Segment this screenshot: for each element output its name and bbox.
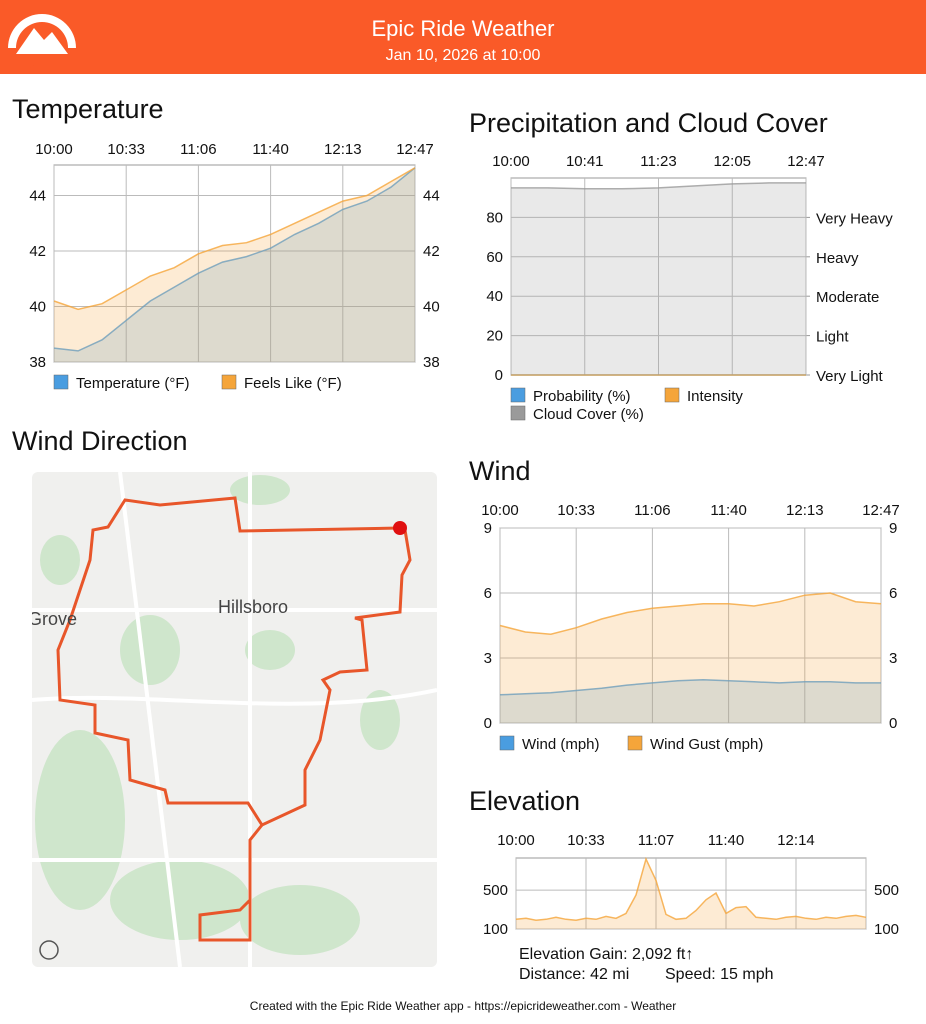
- series-line: [53, 167, 416, 311]
- x-tick-label: 10:33: [107, 141, 145, 158]
- y-tick-label: 6: [889, 585, 897, 602]
- y-tick-label: 80: [486, 209, 503, 226]
- legend-label: Wind (mph): [522, 736, 600, 753]
- area-fill: [511, 182, 806, 375]
- legend-label: Temperature (°F): [76, 375, 190, 392]
- logo: [8, 14, 76, 74]
- header-bar: [0, 0, 926, 74]
- area-fill: [54, 167, 415, 362]
- x-tick-label: 11:40: [252, 141, 288, 158]
- x-tick-label: 12:47: [787, 153, 825, 170]
- x-tick-label: 10:00: [492, 153, 530, 170]
- y-tick-label: 38: [29, 354, 46, 371]
- y-tick-label: 38: [423, 354, 440, 371]
- series-line: [499, 592, 882, 635]
- elevation-gain: Elevation Gain: 2,092 ft↑: [519, 946, 693, 963]
- series-line: [53, 167, 416, 352]
- x-tick-label: 10:33: [567, 832, 605, 849]
- y-tick-label: 40: [486, 288, 503, 305]
- x-tick-label: 12:14: [777, 832, 815, 849]
- x-tick-label: 12:13: [786, 502, 824, 519]
- x-tick-label: 11:07: [638, 832, 674, 849]
- y-tick-label: 44: [423, 188, 440, 205]
- y-tick-label: 60: [486, 249, 503, 266]
- x-tick-label: 12:47: [862, 502, 900, 519]
- x-tick-label: 12:05: [713, 153, 751, 170]
- legend-swatch: [510, 387, 526, 403]
- y-tick-label: 100: [483, 921, 508, 938]
- legend-swatch: [221, 374, 237, 390]
- x-tick-label: 11:06: [634, 502, 670, 519]
- legend-label: Wind Gust (mph): [650, 736, 763, 753]
- x-tick-label: 12:47: [396, 141, 434, 158]
- y-tick-label: 42: [29, 243, 46, 260]
- area-fill: [500, 593, 881, 723]
- x-tick-label: 11:40: [710, 502, 746, 519]
- map-label: Hillsboro: [218, 597, 288, 617]
- legend-swatch: [664, 387, 680, 403]
- legend-swatch: [499, 735, 515, 751]
- y-tick-label: 0: [495, 367, 503, 384]
- y-tick-label: 100: [874, 921, 899, 938]
- y2-tick-label: Very Heavy: [816, 210, 893, 227]
- x-tick-label: 10:00: [35, 141, 73, 158]
- section-title: Precipitation and Cloud Cover: [469, 108, 828, 138]
- y-tick-label: 9: [889, 520, 897, 537]
- y-tick-label: 44: [29, 188, 46, 205]
- section-title: Temperature: [12, 94, 164, 124]
- y-tick-label: 0: [889, 715, 897, 732]
- x-tick-label: 12:13: [324, 141, 362, 158]
- y-tick-label: 6: [484, 585, 492, 602]
- x-tick-label: 10:00: [497, 832, 535, 849]
- y-tick-label: 500: [483, 882, 508, 899]
- legend-swatch: [510, 405, 526, 421]
- y2-tick-label: Very Light: [816, 368, 884, 385]
- x-tick-label: 10:33: [557, 502, 595, 519]
- y2-tick-label: Moderate: [816, 289, 879, 306]
- series-line: [499, 678, 881, 696]
- legend-label: Cloud Cover (%): [533, 406, 644, 423]
- y-tick-label: 0: [484, 715, 492, 732]
- app-title: Epic Ride Weather: [371, 16, 554, 41]
- legend-swatch: [627, 735, 643, 751]
- y-tick-label: 500: [874, 882, 899, 899]
- y-tick-label: 3: [484, 650, 492, 667]
- x-tick-label: 10:41: [566, 153, 604, 170]
- area-fill: [54, 167, 415, 362]
- section-title: Wind Direction: [12, 426, 188, 456]
- x-tick-label: 11:23: [640, 153, 676, 170]
- series-line: [511, 182, 806, 190]
- series-line: [515, 856, 867, 921]
- y-tick-label: 40: [423, 299, 440, 316]
- section-title: Elevation: [469, 786, 580, 816]
- map: Hillsboro Grove: [28, 472, 437, 967]
- legend-swatch: [53, 374, 69, 390]
- x-tick-label: 10:00: [481, 502, 519, 519]
- legend-label: Probability (%): [533, 388, 631, 405]
- y-tick-label: 20: [486, 328, 503, 345]
- y-tick-label: 9: [484, 520, 492, 537]
- y2-tick-label: Light: [816, 329, 849, 346]
- distance: Distance: 42 mi: [519, 966, 629, 983]
- section-title: Wind: [469, 456, 531, 486]
- area-fill: [500, 679, 881, 723]
- legend-label: Feels Like (°F): [244, 375, 342, 392]
- footer: Created with the Epic Ride Weather app -…: [250, 999, 676, 1013]
- map-label: Grove: [28, 609, 77, 629]
- x-tick-label: 11:06: [180, 141, 216, 158]
- y-tick-label: 3: [889, 650, 897, 667]
- speed: Speed: 15 mph: [665, 966, 774, 983]
- y-tick-label: 40: [29, 299, 46, 316]
- x-tick-label: 11:40: [708, 832, 744, 849]
- legend-label: Intensity: [687, 388, 743, 405]
- y-tick-label: 42: [423, 243, 440, 260]
- report-date: Jan 10, 2026 at 10:00: [386, 47, 541, 64]
- y2-tick-label: Heavy: [816, 250, 859, 267]
